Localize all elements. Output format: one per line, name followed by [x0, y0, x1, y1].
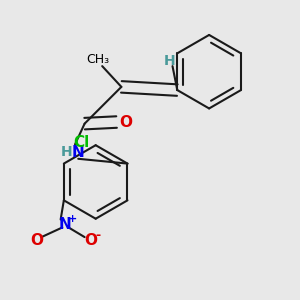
Text: O: O	[119, 115, 132, 130]
Text: O: O	[30, 233, 43, 248]
Text: Cl: Cl	[73, 134, 89, 149]
Text: -: -	[96, 229, 101, 242]
Text: H: H	[164, 54, 175, 68]
Text: +: +	[68, 214, 77, 224]
Text: N: N	[72, 145, 85, 160]
Text: CH₃: CH₃	[86, 53, 109, 66]
Text: N: N	[59, 217, 72, 232]
Text: H: H	[61, 146, 73, 159]
Text: O: O	[85, 233, 98, 248]
